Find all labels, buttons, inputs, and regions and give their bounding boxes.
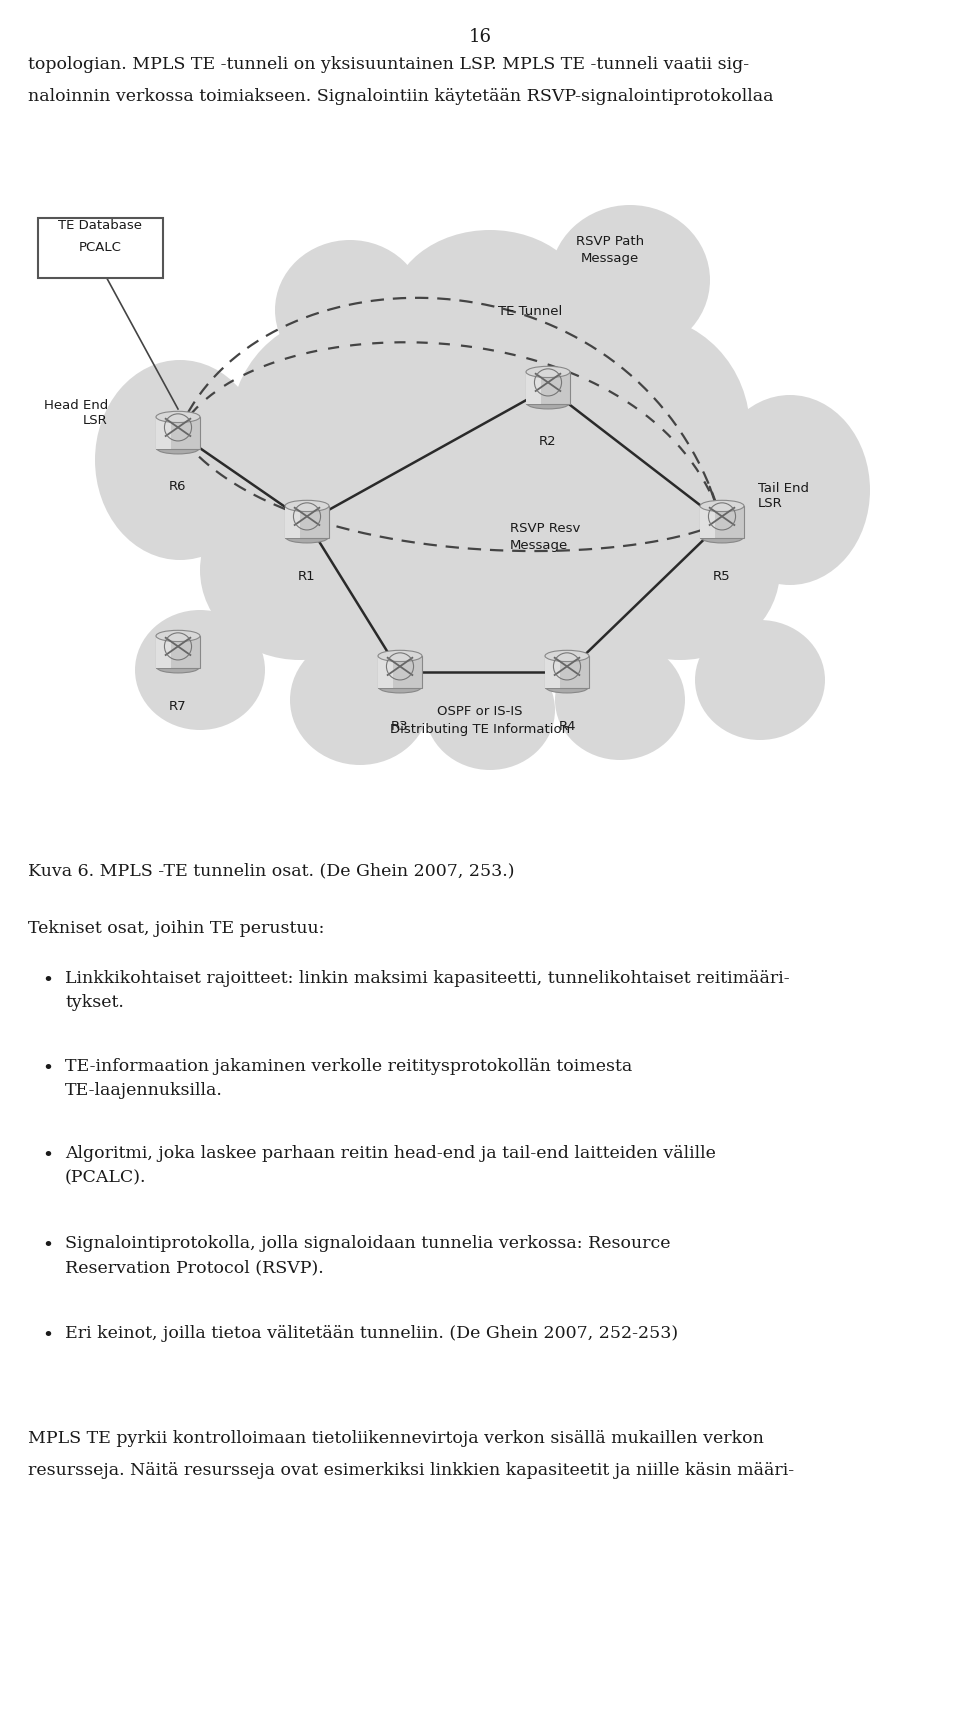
FancyBboxPatch shape: [156, 417, 172, 448]
FancyBboxPatch shape: [545, 656, 589, 689]
Text: R3: R3: [391, 720, 409, 734]
Ellipse shape: [701, 533, 743, 543]
Text: TE Tunnel: TE Tunnel: [498, 304, 563, 318]
Text: R7: R7: [169, 701, 187, 713]
FancyBboxPatch shape: [156, 417, 200, 448]
Text: •: •: [42, 1237, 54, 1254]
Text: topologian. MPLS TE -tunneli on yksisuuntainen LSP. MPLS TE -tunneli vaatii sig-: topologian. MPLS TE -tunneli on yksisuun…: [28, 55, 749, 73]
Ellipse shape: [156, 630, 200, 642]
FancyBboxPatch shape: [378, 656, 394, 689]
Ellipse shape: [285, 500, 329, 512]
Ellipse shape: [157, 663, 199, 673]
Text: •: •: [42, 972, 54, 990]
Text: R1: R1: [299, 569, 316, 583]
Text: TE Database: TE Database: [59, 220, 142, 232]
Ellipse shape: [527, 398, 569, 408]
Ellipse shape: [275, 240, 425, 381]
Text: OSPF or IS-IS: OSPF or IS-IS: [437, 706, 523, 718]
FancyBboxPatch shape: [285, 505, 300, 538]
Ellipse shape: [200, 479, 400, 661]
Ellipse shape: [286, 533, 328, 543]
Ellipse shape: [710, 394, 870, 585]
Ellipse shape: [545, 650, 589, 661]
Ellipse shape: [390, 230, 590, 389]
Text: naloinnin verkossa toimiakseen. Signalointiin käytetään RSVP-signalointiprotokol: naloinnin verkossa toimiakseen. Signaloi…: [28, 88, 774, 106]
FancyBboxPatch shape: [700, 505, 744, 538]
Text: Reservation Protocol (RSVP).: Reservation Protocol (RSVP).: [65, 1259, 324, 1277]
Ellipse shape: [550, 204, 710, 355]
Text: Distributing TE Information: Distributing TE Information: [390, 723, 570, 735]
Text: resursseja. Näitä resursseja ovat esimerkiksi linkkien kapasiteetit ja niille kä: resursseja. Näitä resursseja ovat esimer…: [28, 1462, 794, 1479]
Text: (PCALC).: (PCALC).: [65, 1169, 147, 1187]
Text: R5: R5: [713, 569, 731, 583]
Ellipse shape: [546, 682, 588, 694]
Text: Linkkikohtaiset rajoitteet: linkin maksimi kapasiteetti, tunnelikohtaiset reitim: Linkkikohtaiset rajoitteet: linkin maksi…: [65, 971, 790, 988]
Ellipse shape: [157, 443, 199, 453]
FancyBboxPatch shape: [156, 637, 200, 668]
Ellipse shape: [320, 341, 660, 619]
Ellipse shape: [580, 479, 780, 661]
Text: Message: Message: [581, 253, 639, 265]
Text: TE-laajennuksilla.: TE-laajennuksilla.: [65, 1081, 223, 1099]
Text: •: •: [42, 1327, 54, 1344]
Text: Tekniset osat, joihin TE perustuu:: Tekniset osat, joihin TE perustuu:: [28, 920, 324, 938]
FancyBboxPatch shape: [545, 656, 561, 689]
FancyBboxPatch shape: [700, 505, 715, 538]
FancyBboxPatch shape: [526, 372, 541, 403]
Ellipse shape: [526, 367, 570, 377]
FancyBboxPatch shape: [285, 505, 329, 538]
Text: LSR: LSR: [758, 497, 782, 510]
Text: Eri keinot, joilla tietoa välitetään tunneliin. (De Ghein 2007, 252-253): Eri keinot, joilla tietoa välitetään tun…: [65, 1325, 678, 1342]
Ellipse shape: [695, 619, 825, 740]
Text: MPLS TE pyrkii kontrolloimaan tietoliikennevirtoja verkon sisällä mukaillen verk: MPLS TE pyrkii kontrolloimaan tietoliike…: [28, 1431, 764, 1446]
Text: Kuva 6. MPLS -TE tunnelin osat. (De Ghein 2007, 253.): Kuva 6. MPLS -TE tunnelin osat. (De Ghei…: [28, 862, 515, 879]
Ellipse shape: [350, 500, 630, 701]
Text: RSVP Path: RSVP Path: [576, 235, 644, 247]
Text: PCALC: PCALC: [79, 240, 122, 254]
Text: R4: R4: [559, 720, 576, 734]
Ellipse shape: [379, 682, 420, 694]
Ellipse shape: [156, 412, 200, 422]
Text: •: •: [42, 1147, 54, 1164]
Text: LSR: LSR: [84, 413, 108, 427]
Ellipse shape: [290, 635, 430, 765]
Text: Tail End: Tail End: [758, 483, 809, 495]
Text: R2: R2: [540, 434, 557, 448]
Ellipse shape: [555, 640, 685, 759]
Ellipse shape: [425, 650, 555, 770]
Ellipse shape: [700, 500, 744, 512]
Ellipse shape: [135, 611, 265, 730]
Text: tykset.: tykset.: [65, 995, 124, 1010]
Text: RSVP Resv: RSVP Resv: [510, 522, 581, 535]
FancyBboxPatch shape: [156, 637, 172, 668]
Ellipse shape: [530, 315, 750, 545]
Ellipse shape: [378, 650, 422, 661]
Text: 16: 16: [468, 28, 492, 47]
FancyBboxPatch shape: [526, 372, 570, 403]
Text: Head End: Head End: [44, 400, 108, 412]
Ellipse shape: [95, 360, 265, 561]
Text: Message: Message: [510, 540, 568, 552]
Text: Algoritmi, joka laskee parhaan reitin head-end ja tail-end laitteiden välille: Algoritmi, joka laskee parhaan reitin he…: [65, 1145, 716, 1163]
Text: •: •: [42, 1060, 54, 1078]
Text: TE-informaation jakaminen verkolle reititysprotokollän toimesta: TE-informaation jakaminen verkolle reiti…: [65, 1059, 633, 1074]
Text: Signalointiprotokolla, jolla signaloidaan tunnelia verkossa: Resource: Signalointiprotokolla, jolla signaloidaa…: [65, 1235, 670, 1253]
FancyBboxPatch shape: [38, 218, 163, 279]
FancyBboxPatch shape: [378, 656, 422, 689]
Ellipse shape: [230, 315, 450, 545]
Text: R6: R6: [169, 479, 187, 493]
